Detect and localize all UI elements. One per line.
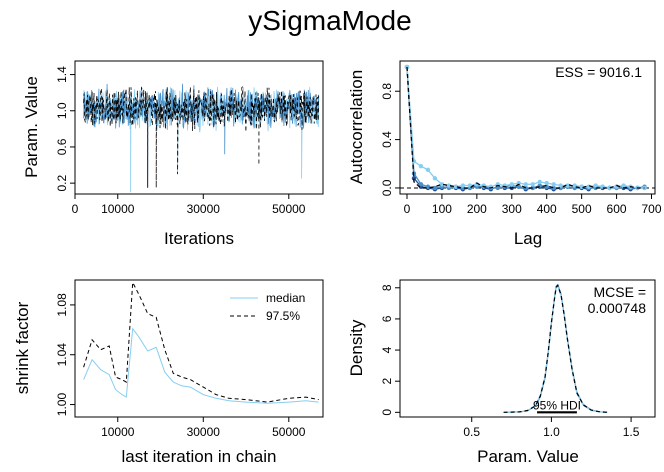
- y-tick-label: 0.2: [55, 174, 69, 191]
- trace-series-2: [83, 86, 320, 188]
- acf-point: [621, 183, 626, 188]
- acf-point: [460, 183, 466, 188]
- density-xlabel: Param. Value: [477, 447, 579, 466]
- y-tick-label: 0.6: [55, 138, 69, 155]
- density-plot-frame: [399, 279, 656, 418]
- ess-annotation: ESS = 9016.1: [555, 64, 642, 80]
- acf-point: [572, 183, 577, 188]
- x-tick-label: 10000: [101, 202, 135, 216]
- acf-point: [432, 185, 438, 191]
- acf-point: [418, 163, 424, 169]
- acf-point: [607, 185, 612, 191]
- acf-series-1: [406, 66, 645, 189]
- x-tick-label: 300: [502, 202, 522, 216]
- acf-xlabel: Lag: [514, 229, 542, 248]
- acf-point: [495, 185, 501, 191]
- acf-point: [530, 185, 535, 191]
- x-tick-label: 10000: [101, 425, 135, 439]
- x-tick-label: 200: [467, 202, 487, 216]
- x-tick-label: 0: [72, 202, 79, 216]
- acf-series-0: [406, 66, 645, 190]
- y-tick-label: 4: [380, 346, 394, 353]
- y-tick-label: 0.8: [380, 83, 394, 100]
- shrink-ylabel: shrink factor: [13, 301, 32, 394]
- y-tick-label: 6: [380, 315, 394, 322]
- acf-plot-frame: [399, 60, 656, 195]
- hdi-label: 95% HDI: [533, 398, 581, 412]
- density-panel: 0.5 1.0 1.5 0 2 4 6 8 95% HDI MCSE = 0.000748 P…: [347, 279, 656, 466]
- acf-point: [544, 180, 549, 186]
- y-tick-label: 1.4: [55, 66, 69, 83]
- density-ylabel: Density: [347, 319, 366, 376]
- acf-ylabel: Autocorrelation: [347, 70, 366, 184]
- autocorrelation-panel: 0 100 200 300 400 500 600 700 0.0 0.4 0.8 ESS = 90…: [347, 60, 662, 248]
- acf-point: [453, 184, 459, 189]
- mcse-label: MCSE =: [593, 284, 646, 300]
- y-tick-label: 0.0: [380, 179, 394, 196]
- x-tick-label: 0: [404, 202, 411, 216]
- x-tick-label: 700: [641, 202, 661, 216]
- x-tick-label: 30000: [187, 202, 221, 216]
- shrink-plot-frame: [74, 279, 324, 418]
- y-tick-label: 1.04: [55, 343, 69, 367]
- acf-point: [432, 176, 438, 181]
- shrink-factor-panel: 10000 30000 50000 1.00 1.04 1.08 median 97.5%…: [13, 279, 324, 466]
- acf-point: [509, 182, 514, 187]
- acf-point: [425, 184, 431, 189]
- acf-series-2: [406, 66, 645, 189]
- trace-ylabel: Param. Value: [22, 76, 41, 178]
- y-tick-label: 0: [380, 409, 394, 416]
- acf-point: [411, 176, 417, 181]
- acf-point: [565, 183, 570, 188]
- y-tick-label: 0.4: [380, 131, 394, 148]
- x-tick-label: 50000: [272, 202, 306, 216]
- y-tick-label: 8: [380, 284, 394, 291]
- acf-point: [523, 182, 528, 187]
- acf-point: [537, 179, 542, 185]
- acf-point: [516, 184, 521, 189]
- x-tick-label: 500: [572, 202, 592, 216]
- acf-point: [530, 182, 535, 187]
- shrink-legend: median 97.5%: [230, 291, 305, 323]
- mcse-value: 0.000748: [588, 300, 647, 316]
- y-tick-label: 1.00: [55, 393, 69, 417]
- shrink-xlabel: last iteration in chain: [122, 447, 277, 466]
- acf-point: [446, 183, 452, 188]
- x-tick-label: 1.5: [623, 425, 640, 439]
- x-tick-label: 50000: [272, 425, 306, 439]
- figure-title: ySigmaMode: [248, 5, 411, 36]
- acf-point: [551, 182, 556, 187]
- acf-point: [558, 183, 563, 188]
- shrink-series-0: [83, 327, 319, 404]
- legend-label-median: median: [266, 291, 305, 305]
- legend-label-975: 97.5%: [266, 309, 300, 323]
- x-tick-label: 600: [607, 202, 627, 216]
- acf-point: [593, 183, 598, 188]
- x-tick-label: 100: [432, 202, 452, 216]
- acf-point: [418, 182, 424, 187]
- acf-point: [551, 185, 556, 191]
- trace-xlabel: Iterations: [164, 229, 234, 248]
- y-tick-label: 1.08: [55, 293, 69, 317]
- x-tick-label: 400: [537, 202, 557, 216]
- y-tick-label: 2: [380, 378, 394, 385]
- acf-series-3: [406, 66, 645, 189]
- y-tick-label: 1.0: [55, 102, 69, 119]
- trace-plot-frame: [74, 60, 324, 195]
- density-series-2: [503, 284, 608, 413]
- acf-point: [642, 185, 647, 191]
- shrink-series-1: [83, 280, 319, 403]
- acf-point: [439, 182, 445, 187]
- acf-point: [425, 167, 431, 173]
- x-tick-label: 0.5: [463, 425, 480, 439]
- x-tick-label: 1.0: [543, 425, 560, 439]
- x-tick-label: 30000: [187, 425, 221, 439]
